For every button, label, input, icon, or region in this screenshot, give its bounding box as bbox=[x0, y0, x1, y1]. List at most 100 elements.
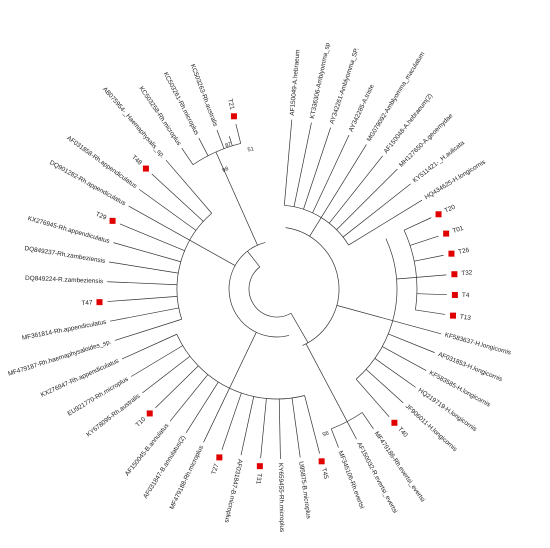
leaf-branch bbox=[110, 307, 179, 322]
bootstrap-label: 87 bbox=[225, 142, 233, 150]
leaf-branch bbox=[355, 378, 390, 417]
basal-branch-b bbox=[247, 250, 261, 268]
arc-microplus-group bbox=[192, 143, 241, 166]
leaf-branch bbox=[181, 147, 194, 165]
branch-amblyomma bbox=[309, 217, 322, 237]
tip-label: AF031858-Rh.appendiculatus bbox=[65, 135, 138, 190]
tip-label: T40 bbox=[396, 426, 409, 439]
leaf-branch bbox=[142, 355, 191, 394]
leaf-branch bbox=[409, 235, 439, 246]
tip-label: T45 bbox=[320, 467, 330, 480]
tree-branches bbox=[107, 119, 447, 459]
leaf-branch bbox=[185, 381, 219, 433]
leaf-branch bbox=[361, 412, 374, 430]
branch-haemaphysalis bbox=[336, 305, 393, 321]
sample-marker bbox=[391, 419, 398, 426]
leaf-branch bbox=[221, 392, 242, 450]
arc-rhipicephalus bbox=[176, 212, 212, 320]
sample-marker bbox=[318, 458, 325, 465]
leaf-branch bbox=[139, 189, 197, 231]
leaf-branch bbox=[278, 398, 281, 459]
tip-label: MG079092-Amblyomma_maculatum bbox=[366, 51, 427, 143]
bootstrap-values: 51 87 98 95 bbox=[222, 142, 329, 437]
tip-label: T32 bbox=[461, 269, 473, 277]
branch-rhipicephalus bbox=[189, 239, 236, 266]
tip-label: T26 bbox=[458, 247, 471, 256]
leaf-branch bbox=[415, 309, 446, 315]
branch-microplus-group bbox=[215, 151, 258, 246]
leaf-branch bbox=[293, 122, 312, 207]
leaf-branch bbox=[342, 183, 411, 238]
sample-marker bbox=[96, 299, 103, 306]
root-arc bbox=[248, 266, 292, 318]
leaf-branch bbox=[109, 261, 179, 274]
leaf-branch bbox=[416, 293, 447, 296]
sample-marker bbox=[256, 463, 263, 470]
tip-labels: AF150049-A.hebraeum KT336306-Amblyomma_sp… bbox=[7, 42, 512, 533]
leaf-branch bbox=[328, 155, 383, 224]
sample-marker bbox=[216, 454, 223, 461]
tip-label: MF345106-Rh.evertsi bbox=[337, 450, 366, 510]
leaf-branch bbox=[346, 421, 357, 440]
branch-evertsi bbox=[305, 343, 348, 422]
tip-label: U95875-B.microplus bbox=[297, 461, 312, 519]
leaf-branch bbox=[107, 281, 178, 286]
tip-label: T20 bbox=[444, 204, 457, 215]
tip-label: T47 bbox=[81, 299, 93, 307]
leaf-branch bbox=[291, 397, 301, 458]
leaf-branch bbox=[165, 159, 212, 214]
leaf-branch bbox=[114, 318, 182, 341]
tip-label: T13 bbox=[459, 313, 471, 322]
leaf-branch bbox=[330, 428, 339, 448]
bootstrap-label: 98 bbox=[222, 166, 230, 174]
tip-label: DQ849237-Rh.zambeziensis bbox=[24, 245, 106, 265]
leaf-branch bbox=[235, 123, 242, 144]
arc-amblyomma bbox=[284, 204, 349, 246]
leaf-branch bbox=[403, 217, 432, 231]
leaf-branch bbox=[119, 223, 185, 252]
leaf-branch bbox=[320, 144, 367, 218]
sample-marker bbox=[448, 250, 455, 257]
arc-sample-clade bbox=[403, 230, 418, 311]
arc-haemaphysalis bbox=[355, 238, 398, 380]
leaf-branch bbox=[216, 129, 225, 149]
sample-marker bbox=[449, 312, 456, 319]
sample-marker bbox=[443, 230, 450, 237]
tip-label: MF361814-Rh.appendiculatus bbox=[21, 319, 106, 342]
tip-label: T29 bbox=[95, 211, 108, 222]
tip-label: T01 bbox=[452, 225, 465, 235]
leaf-branch bbox=[365, 369, 404, 404]
tip-label: AB075954-_Haemaphysalis_sp. bbox=[101, 86, 166, 160]
leaf-branch bbox=[392, 320, 442, 335]
tip-label: T31 bbox=[254, 473, 262, 485]
leaf-branch bbox=[283, 119, 293, 206]
tip-label: AY342285-A.triste bbox=[348, 83, 376, 133]
branch-boophilus bbox=[229, 332, 257, 389]
leaf-branch bbox=[121, 333, 177, 360]
bootstrap-label: 95 bbox=[321, 429, 329, 437]
tip-label: T21 bbox=[226, 98, 236, 111]
leaf-branch bbox=[131, 345, 183, 377]
leaf-branch bbox=[388, 333, 435, 353]
leaf-branch bbox=[151, 173, 204, 222]
leaf-branch bbox=[198, 137, 209, 156]
branch-sample-clade bbox=[396, 277, 417, 280]
leaf-branch bbox=[336, 168, 398, 230]
leaf-branch bbox=[128, 205, 190, 241]
leaf-branch bbox=[382, 346, 427, 371]
tip-label: KY659455-Rh.microplus bbox=[277, 463, 285, 532]
tip-label: KT336306-Amblyomma_sp bbox=[309, 42, 332, 120]
sample-marker bbox=[146, 410, 153, 417]
leaf-branch bbox=[260, 398, 267, 459]
sample-marker bbox=[109, 217, 116, 224]
branch-inner-pair bbox=[228, 136, 233, 146]
tip-label: T4 bbox=[462, 292, 470, 299]
sample-marker bbox=[230, 113, 237, 120]
arc-boophilus bbox=[176, 334, 305, 400]
tip-label: T10 bbox=[135, 416, 148, 429]
sample-marker bbox=[451, 271, 458, 278]
sample-marker bbox=[435, 211, 442, 218]
tip-label: DQ849224-R.zambeziensis bbox=[25, 275, 103, 285]
leaf-branch bbox=[348, 199, 423, 246]
